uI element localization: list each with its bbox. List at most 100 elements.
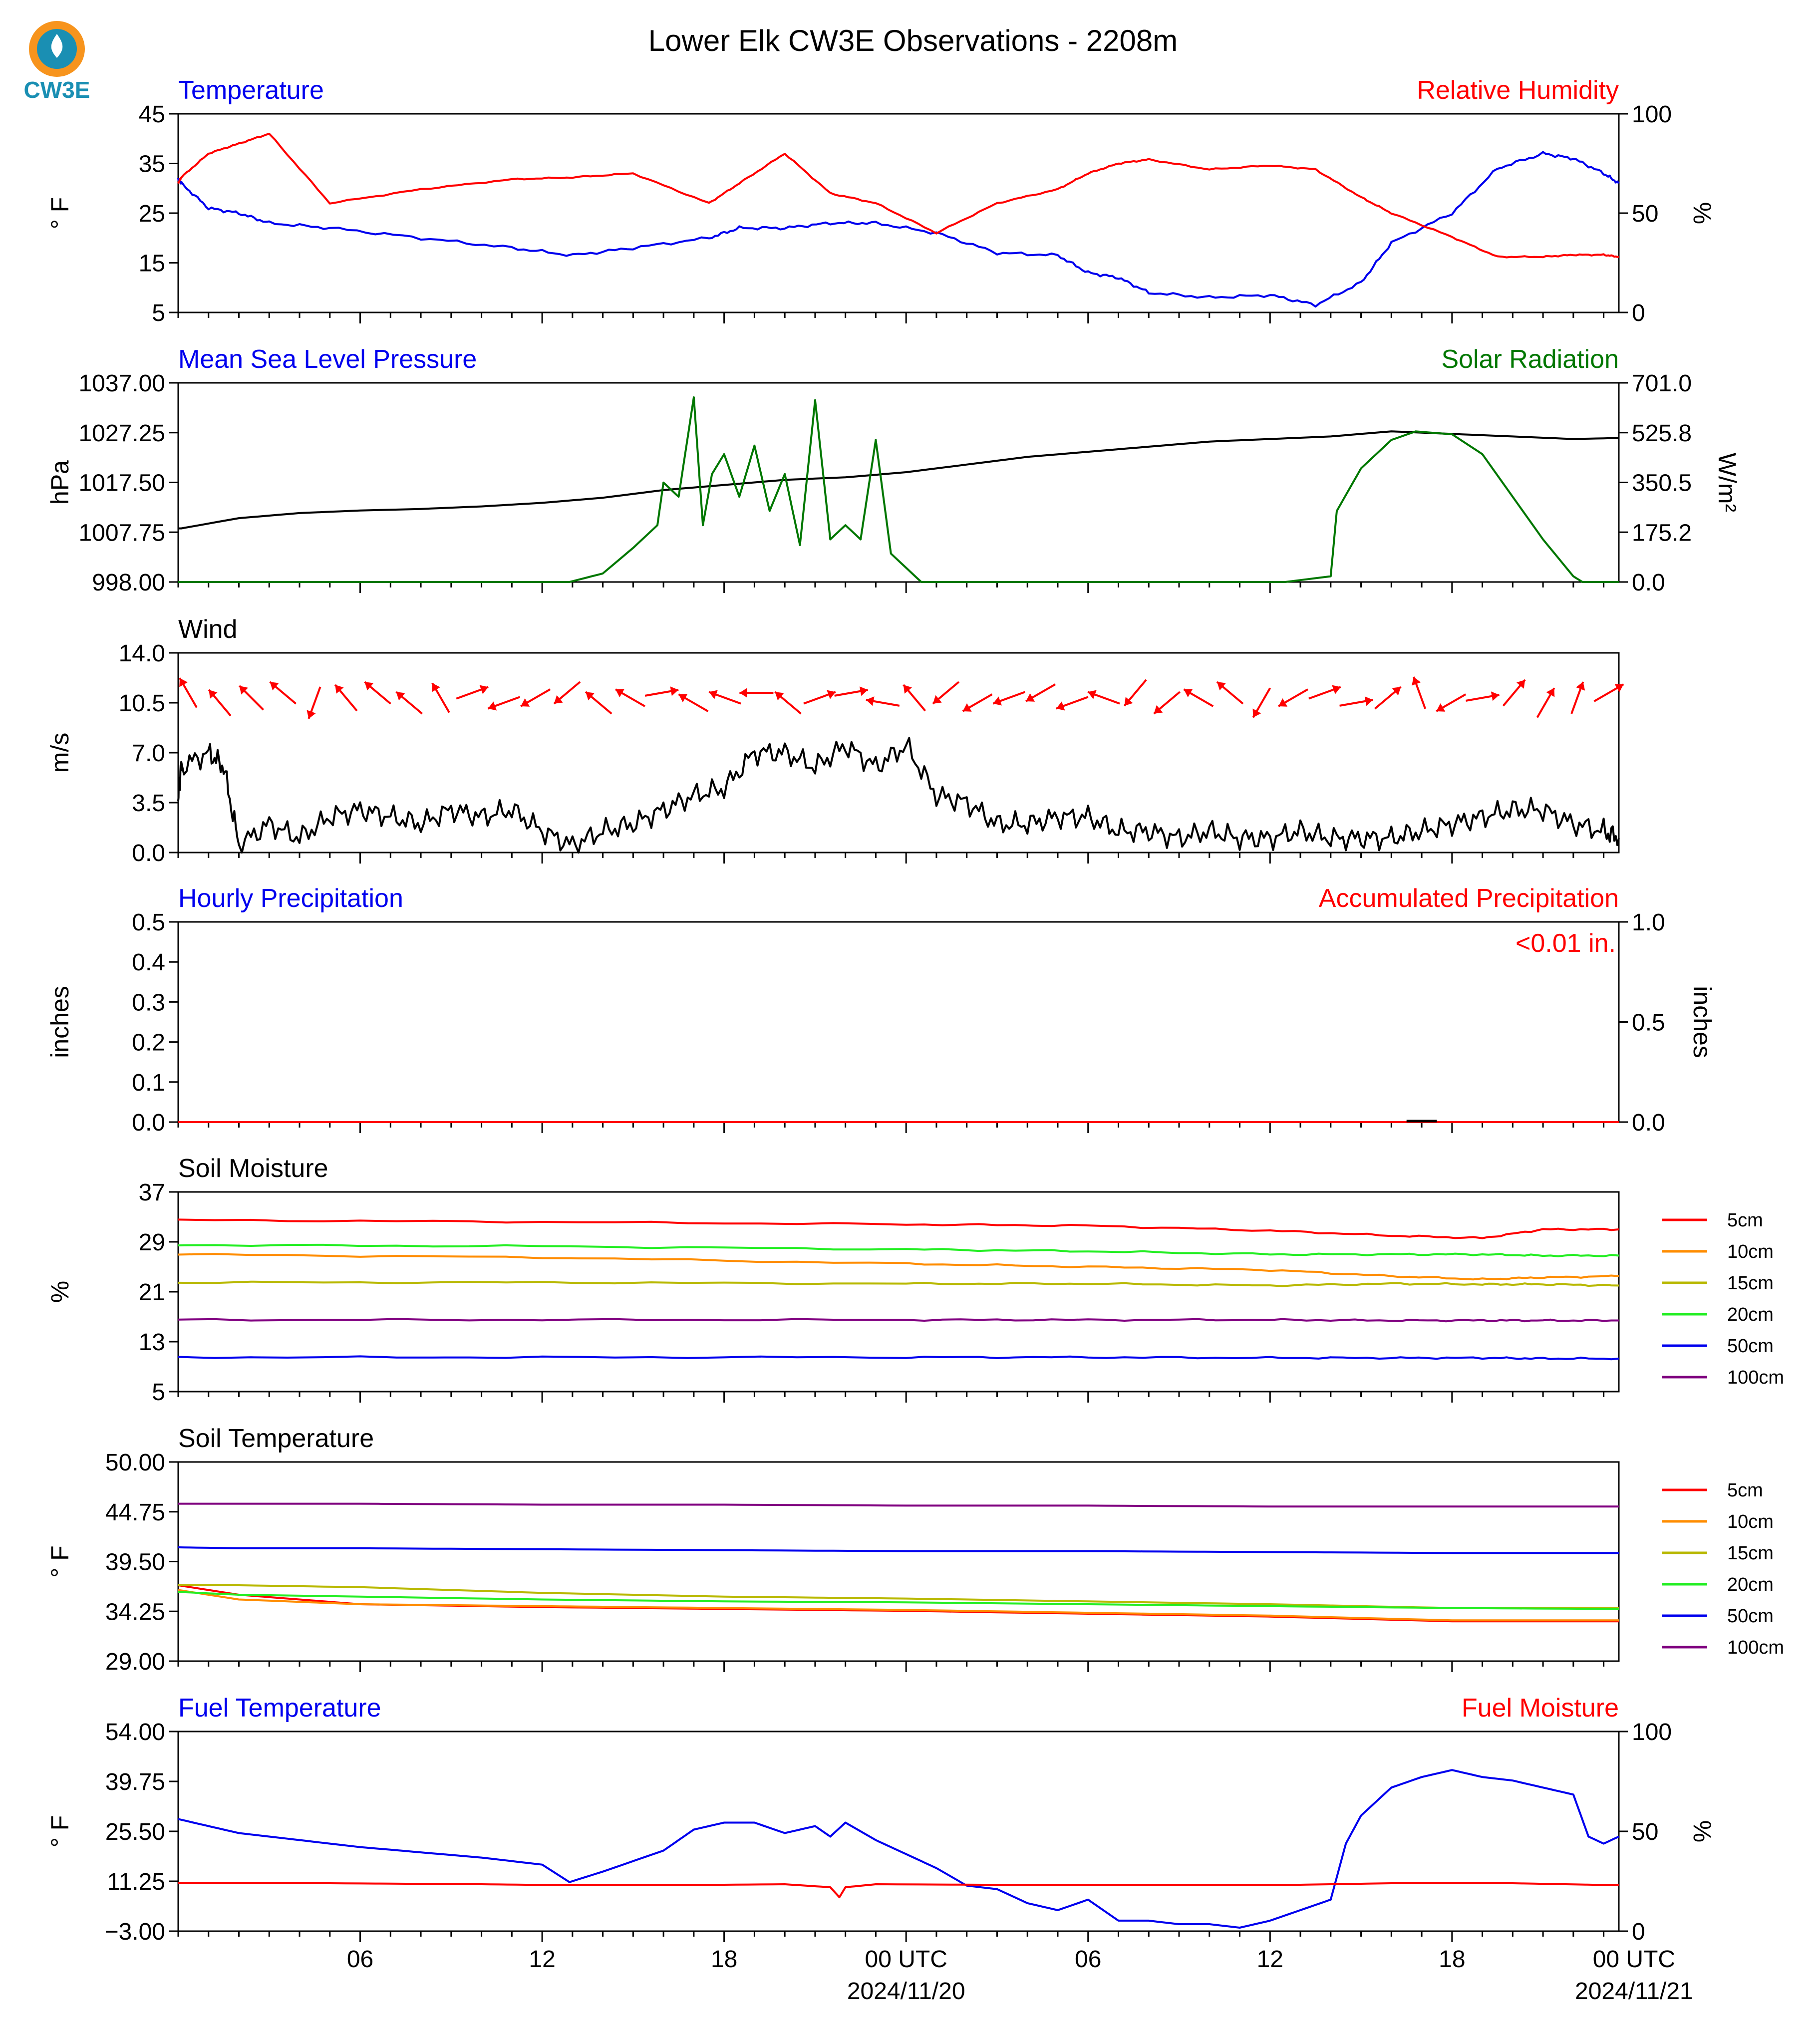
legend-label: 50cm (1727, 1606, 1774, 1627)
y-axis-label-right: W/m² (1713, 453, 1741, 512)
wind-arrow (208, 689, 232, 717)
panel-temperature: Temperature Relative Humidity 5 15 25 35 45 ° F… (46, 76, 1716, 326)
y-axis-label: ° F (46, 1545, 74, 1577)
wind-arrow (1278, 688, 1309, 707)
wind-arrow (1216, 681, 1244, 705)
y-tick-label: 3.5 (132, 790, 165, 817)
y-tick-label: 1017.50 (78, 470, 165, 497)
x-tick-label: 06 (1075, 1946, 1101, 1973)
legend-label: 15cm (1727, 1543, 1774, 1564)
wind-arrow (553, 681, 581, 705)
series-line-mean-sea-level-pressure (178, 430, 1619, 530)
y-tick-label-right: 100 (1632, 1719, 1672, 1745)
series-line-10cm (178, 1589, 1619, 1622)
series-line-100cm (178, 1502, 1619, 1508)
y-axis-label-right: % (1688, 1820, 1716, 1842)
wind-arrow (903, 684, 926, 712)
legend-label: 10cm (1727, 1511, 1774, 1532)
wind-arrow (1593, 683, 1624, 702)
panel-pressure: Mean Sea Level Pressure Solar Radiation 99… (46, 345, 1741, 596)
figure-title: Lower Elk CW3E Observations - 2208m (648, 24, 1178, 57)
panel-title-right: Relative Humidity (1417, 76, 1619, 105)
y-tick-label-right: 350.5 (1632, 470, 1692, 497)
y-tick-label: 39.50 (105, 1549, 165, 1576)
wind-arrow (1412, 676, 1427, 709)
panel-title-right: Accumulated Precipitation (1319, 884, 1619, 913)
y-tick-label: 1007.75 (78, 520, 165, 546)
x-tick-label: 00 UTC (865, 1946, 947, 1973)
legend-label: 15cm (1727, 1273, 1774, 1294)
y-tick-label-right: 0.0 (1632, 570, 1665, 596)
panel-title-right: Fuel Moisture (1462, 1694, 1619, 1723)
wind-arrow (1374, 686, 1402, 710)
y-tick-label: 37 (139, 1179, 165, 1206)
legend-label: 5cm (1727, 1210, 1763, 1231)
panel-title-left: Mean Sea Level Pressure (178, 345, 477, 374)
y-tick-label: 0.3 (132, 989, 165, 1016)
y-tick-label: 998.00 (92, 570, 165, 596)
series-line-15cm (178, 1280, 1619, 1287)
y-tick-label-right: 0 (1632, 1919, 1645, 1945)
y-tick-label: 25 (139, 201, 165, 227)
series-line-relative-humidity (177, 133, 1619, 259)
wind-arrow (585, 691, 612, 715)
series-line-50cm (178, 1546, 1619, 1554)
wind-arrow (1183, 688, 1214, 707)
plot-frame (177, 113, 1620, 313)
legend-label: 50cm (1727, 1336, 1774, 1357)
wind-arrow (487, 696, 521, 711)
series-line-fuel-moisture (178, 1882, 1619, 1898)
y-tick-label-right: 175.2 (1632, 520, 1692, 546)
y-tick-label: 44.75 (105, 1499, 165, 1526)
y-tick-label-right: 0 (1632, 300, 1645, 326)
series-line-solar-radiation (178, 396, 1619, 583)
y-tick-label: 13 (139, 1329, 165, 1356)
series-line-wind-speed (177, 737, 1620, 854)
y-axis-label: hPa (46, 460, 74, 505)
wind-arrow (834, 686, 868, 697)
wind-arrow (614, 688, 645, 707)
y-tick-label: 5 (152, 300, 165, 326)
x-tick-label: 12 (1257, 1946, 1283, 1973)
wind-arrow (1502, 679, 1526, 707)
wind-arrow (1153, 691, 1181, 715)
y-tick-label-right: 50 (1632, 1819, 1658, 1845)
legend-label: 100cm (1727, 1637, 1784, 1658)
y-tick-label: 45 (139, 101, 165, 128)
wind-arrow (739, 688, 774, 698)
panel-title-left: Soil Temperature (178, 1424, 374, 1453)
wind-arrow (1087, 690, 1120, 705)
wind-arrow (1123, 679, 1147, 707)
wind-arrow (866, 696, 900, 707)
panel-wind: Wind 0.0 3.5 7.0 10.5 14.0 m/s (46, 615, 1624, 867)
wind-arrow (1339, 696, 1373, 707)
y-tick-label: 0.1 (132, 1070, 165, 1096)
y-axis-label: ° F (46, 1815, 74, 1847)
wind-arrow (774, 691, 802, 715)
y-tick-label-right: 1.0 (1632, 909, 1665, 936)
panel-title-left: Hourly Precipitation (178, 884, 403, 913)
panel-soil_temperature: Soil Temperature 29.00 34.25 39.50 44.75 50.0… (46, 1424, 1784, 1675)
x-date-label: 2024/11/20 (847, 1978, 965, 2005)
y-tick-label: 34.25 (105, 1599, 165, 1625)
series-line-temperature (177, 151, 1620, 308)
wind-arrow (520, 688, 551, 707)
wind-arrow (1466, 691, 1500, 702)
wind-arrow (179, 677, 198, 708)
y-tick-label: 0.0 (132, 1110, 165, 1136)
panel-soil_moisture: Soil Moisture 5 13 21 29 37% 5cm 10cm 15cm 20cm 50… (46, 1154, 1784, 1406)
y-axis-label-right: inches (1688, 986, 1716, 1058)
y-tick-label: 21 (139, 1279, 165, 1306)
y-tick-label: 25.50 (105, 1819, 165, 1845)
legend-label: 20cm (1727, 1304, 1774, 1325)
wind-arrow (239, 685, 264, 711)
y-tick-label-right: 0.0 (1632, 1110, 1665, 1136)
series-line-20cm (178, 1591, 1619, 1610)
y-tick-label: 14.0 (119, 640, 165, 667)
wind-arrow (1056, 696, 1089, 711)
x-tick-label: 18 (1439, 1946, 1465, 1973)
y-tick-label-right: 100 (1632, 101, 1672, 128)
panel-title-right: Solar Radiation (1441, 345, 1619, 374)
panel-title-left: Wind (178, 615, 237, 644)
panel-fuel: Fuel Temperature Fuel Moisture −3.00 11.25 2… (46, 1694, 1716, 1945)
